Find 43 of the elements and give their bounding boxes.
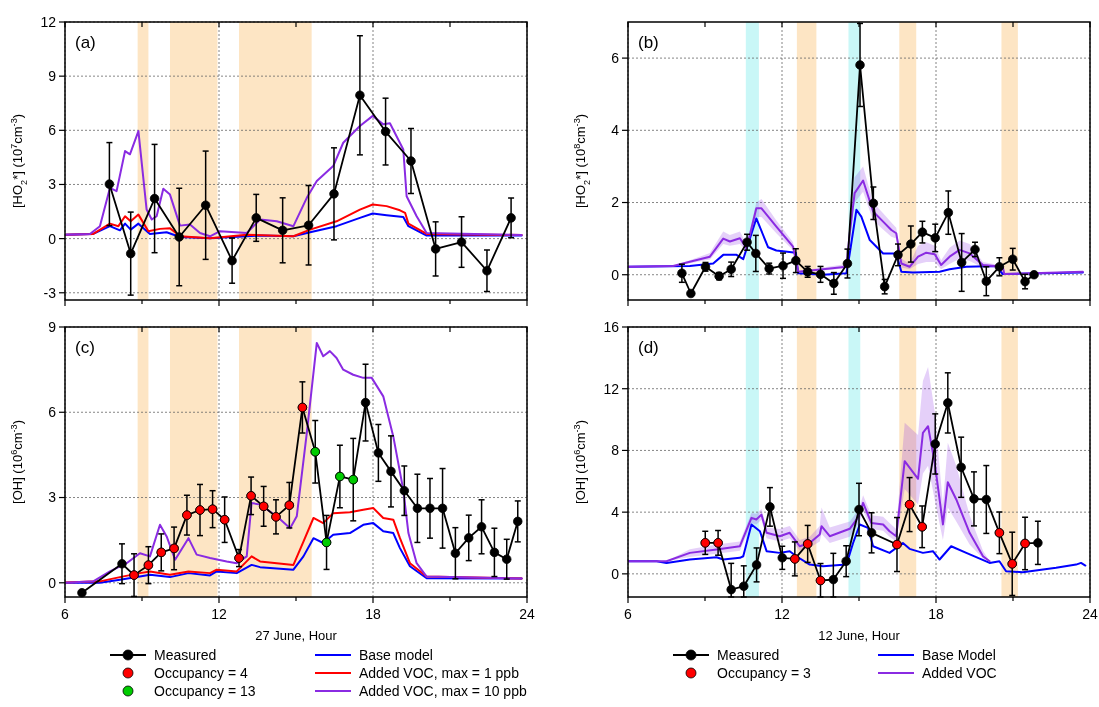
x-tick-label: 18 <box>365 606 381 622</box>
x-axis-title: 27 June, Hour <box>255 628 338 643</box>
x-axis-title: 12 June, Hour <box>818 628 901 643</box>
y-tick-label: 4 <box>611 122 620 139</box>
annotation: (c) <box>75 338 95 357</box>
annotation: (a) <box>75 33 96 52</box>
y-tick-label: 2 <box>611 194 620 211</box>
y-tick-label: 0 <box>611 266 620 283</box>
legend-label: Base Model <box>922 646 996 663</box>
y-tick-label: 12 <box>40 13 57 30</box>
y-tick-label: 6 <box>48 122 57 139</box>
x-tick-label: 12 <box>211 606 227 622</box>
legend-label: Base model <box>359 646 433 663</box>
x-tick-label: 18 <box>928 606 944 622</box>
annotation: (b) <box>638 33 659 52</box>
y-tick-label: -3 <box>43 284 57 301</box>
legend-label: Added VOC, max = 10 ppb <box>359 682 527 699</box>
x-tick-label: 6 <box>61 606 70 622</box>
y-tick-label: 3 <box>48 176 57 193</box>
y-tick-label: 4 <box>611 504 620 521</box>
y-tick-label: 16 <box>603 318 620 335</box>
legend-label: Measured <box>717 646 780 663</box>
y-tick-label: 6 <box>611 50 620 66</box>
y-tick-label: 9 <box>48 318 57 335</box>
legend-label: Occupancy = 3 <box>717 664 811 681</box>
legend-label: Occupancy = 13 <box>154 682 256 699</box>
y-tick-label: 6 <box>48 404 57 421</box>
x-tick-label: 24 <box>519 606 535 622</box>
annotation: (d) <box>638 338 659 357</box>
legend-label: Added VOC <box>922 664 997 681</box>
x-tick-label: 24 <box>1082 606 1098 622</box>
y-tick-label: 9 <box>48 68 57 85</box>
y-tick-label: 0 <box>48 230 57 247</box>
legend-label: Added VOC, max = 1 ppb <box>359 664 520 681</box>
y-tick-label: 0 <box>611 565 620 582</box>
y-tick-label: 12 <box>603 380 620 397</box>
legend-label: Measured <box>154 646 217 663</box>
y-tick-label: 0 <box>48 574 57 591</box>
x-tick-label: 6 <box>624 606 633 622</box>
x-tick-label: 12 <box>774 606 790 622</box>
y-tick-label: 3 <box>48 489 57 506</box>
y-tick-label: 8 <box>611 442 620 459</box>
legend-label: Occupancy = 4 <box>154 664 248 681</box>
